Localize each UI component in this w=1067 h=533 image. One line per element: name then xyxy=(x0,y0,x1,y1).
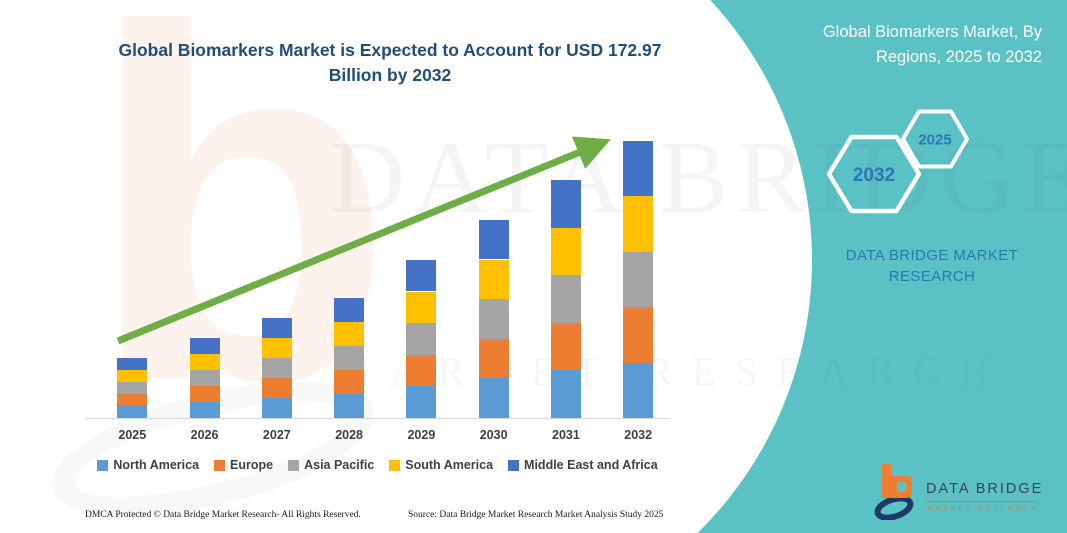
bar-2032-segment-europe xyxy=(623,307,654,363)
bar-2032-segment-north-america xyxy=(623,362,654,418)
dbmr-logo-icon xyxy=(874,464,914,520)
year-hexagons: 2025 2032 xyxy=(826,109,969,214)
bar-2030-segment-europe xyxy=(478,338,509,379)
x-axis-label-2025: 2025 xyxy=(118,428,147,442)
bar-2031-segment-middle-east-and-africa xyxy=(550,180,581,228)
legend-item-europe: Europe xyxy=(214,458,273,472)
bar-2027-segment-europe xyxy=(261,378,292,398)
legend-item-middle-east-and-africa: Middle East and Africa xyxy=(508,458,658,472)
legend-label-south-america: South America xyxy=(405,458,494,472)
hexagon-2025-label: 2025 xyxy=(918,132,951,149)
bar-2027-segment-asia-pacific xyxy=(261,357,292,378)
legend-label-europe: Europe xyxy=(230,458,274,472)
bar-2025-segment-middle-east-and-africa xyxy=(117,357,148,370)
bar-2028-segment-asia-pacific xyxy=(334,345,365,370)
bar-2028-segment-north-america xyxy=(334,394,365,418)
panel-brand-line1: DATA BRIDGE MARKET xyxy=(845,247,1019,264)
bar-2028-segment-south-america xyxy=(334,321,365,346)
bar-2029-segment-asia-pacific xyxy=(406,323,437,355)
bar-2031-segment-europe xyxy=(550,322,581,371)
logo-subtitle-text: MARKET RESEARCH xyxy=(927,505,1039,512)
bar-2027-segment-south-america xyxy=(261,337,292,358)
bar-2025-segment-europe xyxy=(117,394,148,406)
bar-2031-segment-asia-pacific xyxy=(550,275,581,323)
bar-2032-segment-south-america xyxy=(623,196,654,252)
panel-brand-text: DATA BRIDGE MARKET RESEARCH xyxy=(812,245,1052,287)
bar-2027-segment-middle-east-and-africa xyxy=(261,317,292,338)
bar-2026-segment-middle-east-and-africa xyxy=(189,337,220,354)
bar-2026-segment-north-america xyxy=(189,402,220,418)
chart-legend: North America Europe Asia Pacific South Ame… xyxy=(70,458,685,472)
bar-2025-segment-south-america xyxy=(117,370,148,382)
legend-label-north-america: North America xyxy=(113,458,200,472)
legend-swatch-asia-pacific xyxy=(288,459,300,471)
hexagon-2025-badge: 2025 xyxy=(901,109,969,169)
bar-2026-segment-asia-pacific xyxy=(189,370,220,386)
x-axis-label-2026: 2026 xyxy=(190,428,219,442)
logo-name-text: DATA BRIDGE xyxy=(926,481,1044,497)
bar-2025-segment-north-america xyxy=(117,406,148,418)
bar-2029-segment-south-america xyxy=(406,291,437,324)
legend-swatch-middle-east-and-africa xyxy=(508,459,520,471)
logo-divider xyxy=(926,501,1036,502)
bar-2032-segment-middle-east-and-africa xyxy=(623,141,654,197)
footer-dmca-text: DMCA Protected © Data Bridge Market Rese… xyxy=(85,510,361,520)
bar-2030-segment-asia-pacific xyxy=(478,299,509,339)
x-axis-label-2028: 2028 xyxy=(335,428,364,442)
hexagon-2032-badge: 2032 xyxy=(826,134,922,214)
bar-2032-segment-asia-pacific xyxy=(623,251,654,308)
bar-2029-segment-north-america xyxy=(406,386,437,418)
legend-item-asia-pacific: Asia Pacific xyxy=(288,458,374,472)
x-axis-label-2029: 2029 xyxy=(407,428,436,442)
bar-2031-segment-south-america xyxy=(550,227,581,276)
legend-swatch-south-america xyxy=(389,459,401,471)
x-axis-label-2032: 2032 xyxy=(624,428,653,442)
chart-title: Global Biomarkers Market is Expected to … xyxy=(118,40,662,85)
panel-brand-line2: RESEARCH xyxy=(888,268,976,285)
hexagon-2032-label: 2032 xyxy=(853,165,895,186)
bar-2030-segment-middle-east-and-africa xyxy=(478,219,509,260)
bar-2028-segment-europe xyxy=(334,370,365,394)
bar-2030-segment-south-america xyxy=(478,259,509,300)
bar-2026-segment-south-america xyxy=(189,353,220,370)
bar-2028-segment-middle-east-and-africa xyxy=(334,297,365,322)
legend-swatch-north-america xyxy=(97,459,109,471)
panel-title: Global Biomarkers Market, By Regions, 20… xyxy=(822,23,1042,66)
bar-2031-segment-north-america xyxy=(550,370,581,418)
bar-2025-segment-asia-pacific xyxy=(117,382,148,394)
bar-2027-segment-north-america xyxy=(261,398,292,418)
bar-2030-segment-north-america xyxy=(478,378,509,418)
legend-item-south-america: South America xyxy=(389,458,493,472)
x-axis-baseline xyxy=(85,418,670,419)
legend-item-north-america: North America xyxy=(97,458,199,472)
bar-2029-segment-europe xyxy=(406,354,437,387)
footer-source-text: Source: Data Bridge Market Research Mark… xyxy=(408,510,664,520)
bar-2029-segment-middle-east-and-africa xyxy=(406,259,437,292)
x-axis-label-2027: 2027 xyxy=(262,428,291,442)
legend-label-middle-east-and-africa: Middle East and Africa xyxy=(524,458,658,472)
legend-label-asia-pacific: Asia Pacific xyxy=(304,458,375,472)
legend-swatch-europe xyxy=(214,459,226,471)
x-axis-label-2031: 2031 xyxy=(552,428,580,442)
bar-2026-segment-europe xyxy=(189,386,220,402)
x-axis-label-2030: 2030 xyxy=(479,428,508,442)
